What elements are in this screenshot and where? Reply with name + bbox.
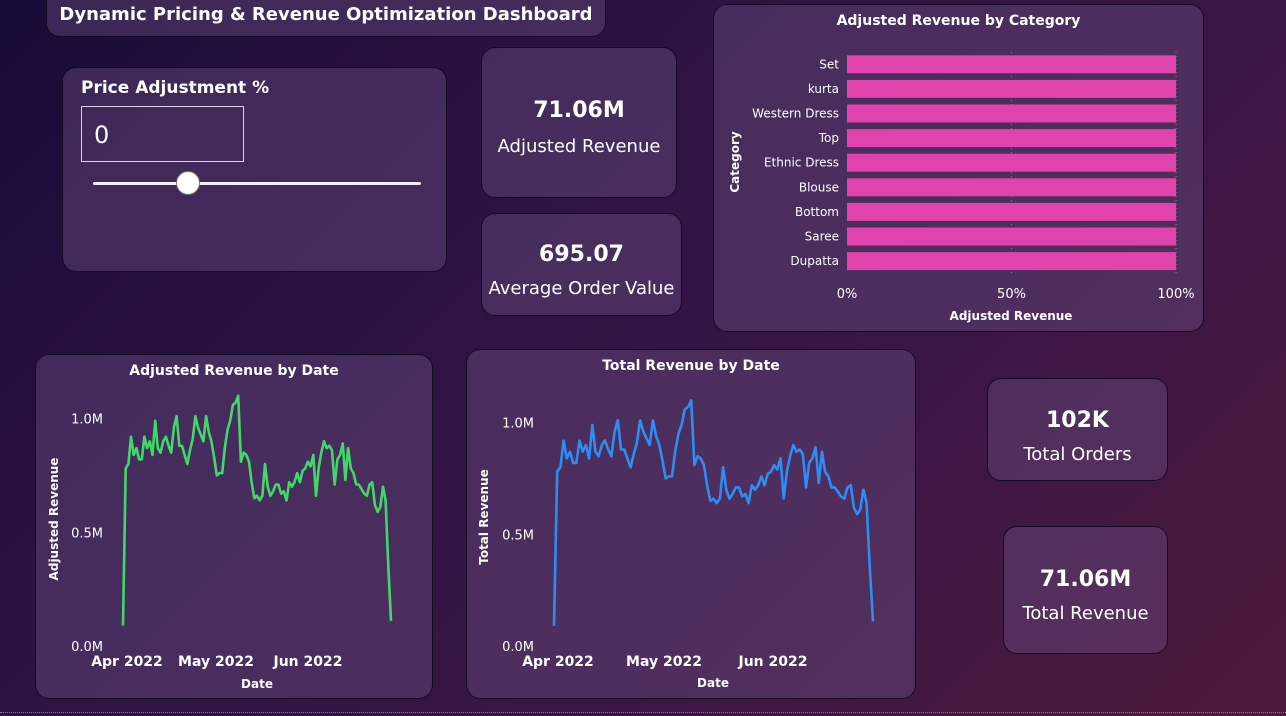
x-tick-label: Apr 2022 <box>522 654 594 670</box>
y-tick-label: 0.0M <box>502 640 534 655</box>
x-tick-label: May 2022 <box>626 654 702 670</box>
kpi-label: Total Orders <box>1023 444 1132 465</box>
chart-title: Adjusted Revenue by Category <box>836 13 1081 29</box>
x-tick-label: Jun 2022 <box>273 654 343 670</box>
y-tick-label: 0.5M <box>71 526 103 541</box>
kpi-value: 695.07 <box>539 242 624 267</box>
kpi-label: Adjusted Revenue <box>497 136 661 157</box>
kpi-value: 102K <box>1046 408 1109 433</box>
kpi-card-total-orders: 102K Total Orders <box>987 378 1168 481</box>
bar <box>847 129 1176 148</box>
bar <box>847 227 1176 246</box>
bar <box>847 55 1176 74</box>
y-axis-title: Category <box>728 131 742 193</box>
chart-title: Total Revenue by Date <box>602 358 780 374</box>
chart-card-total-revenue-by-date: Total Revenue by Date 0.0M 0.5M 1.0M Apr 20… <box>466 349 916 699</box>
y-tick-label: 1.0M <box>71 413 103 428</box>
bar <box>847 79 1176 98</box>
bar <box>847 104 1176 123</box>
line-chart: 0.0M 0.5M 1.0M Apr 2022 May 2022 Jun 2022Date… <box>47 394 393 691</box>
slicer-label: Price Adjustment % <box>81 78 270 98</box>
kpi-label: Average Order Value <box>488 278 675 299</box>
bar <box>847 252 1176 271</box>
kpi-card-total-revenue: 71.06M Total Revenue <box>1003 526 1168 654</box>
price-adjustment-input[interactable]: 0 <box>81 106 244 162</box>
page-bottom-border <box>0 712 1286 713</box>
x-axis-title: Date <box>241 677 273 691</box>
category-label: Western Dress <box>752 107 839 121</box>
x-tick-label: 100% <box>1157 287 1194 302</box>
line-chart: 0.0M 0.5M 1.0M Apr 2022 May 2022 Jun 2022 Date… <box>477 398 875 690</box>
kpi-card-average-order-value: 695.07 Average Order Value <box>481 213 682 316</box>
price-adjustment-slider-track[interactable] <box>93 182 421 185</box>
category-label: kurta <box>808 82 839 96</box>
y-tick-label: 1.0M <box>502 417 534 432</box>
chart-card-adjusted-revenue-by-date: Adjusted Revenue by Date 0.0M 0.5M 1.0M Apr… <box>35 354 433 699</box>
y-tick-label: 0.5M <box>502 528 534 543</box>
kpi-value: 71.06M <box>533 98 625 123</box>
x-tick-label: 50% <box>997 287 1026 302</box>
bar <box>847 178 1176 197</box>
category-label: Bottom <box>795 205 839 219</box>
x-tick-label: Jun 2022 <box>738 654 808 670</box>
price-adjustment-slicer: Price Adjustment % 0 <box>62 67 447 272</box>
category-label: Top <box>818 131 839 145</box>
y-tick-label: 0.0M <box>71 640 103 655</box>
x-tick-label: 0% <box>837 287 858 302</box>
y-axis-title: Total Revenue <box>477 469 491 565</box>
x-tick-label: Apr 2022 <box>91 654 163 670</box>
bar <box>847 153 1176 172</box>
kpi-label: Total Revenue <box>1022 603 1149 624</box>
y-axis-title: Adjusted Revenue <box>47 458 61 581</box>
kpi-value: 71.06M <box>1039 567 1132 592</box>
bar-chart: 0% 50% 100% Set kurta Western Dress Top Ethnic … <box>728 52 1195 323</box>
category-label: Saree <box>805 230 839 244</box>
category-label: Set <box>819 57 839 71</box>
price-adjustment-slider-handle[interactable] <box>176 171 200 195</box>
dashboard-title-card: Dynamic Pricing & Revenue Optimization D… <box>46 0 606 37</box>
chart-card-adjusted-revenue-by-category: Adjusted Revenue by Category 0% 50% 100% Se… <box>713 4 1204 332</box>
category-label: Ethnic Dress <box>764 156 839 170</box>
x-axis-title: Adjusted Revenue <box>950 309 1073 323</box>
x-tick-label: May 2022 <box>178 654 254 670</box>
bar <box>847 202 1176 221</box>
category-label: Blouse <box>799 180 839 194</box>
kpi-card-adjusted-revenue: 71.06M Adjusted Revenue <box>481 47 677 198</box>
dashboard-title: Dynamic Pricing & Revenue Optimization D… <box>59 4 593 25</box>
series-line <box>552 398 875 626</box>
series-line <box>121 394 393 626</box>
x-axis-title: Date <box>697 676 729 690</box>
category-label: Dupatta <box>790 254 839 268</box>
chart-title: Adjusted Revenue by Date <box>129 363 339 379</box>
